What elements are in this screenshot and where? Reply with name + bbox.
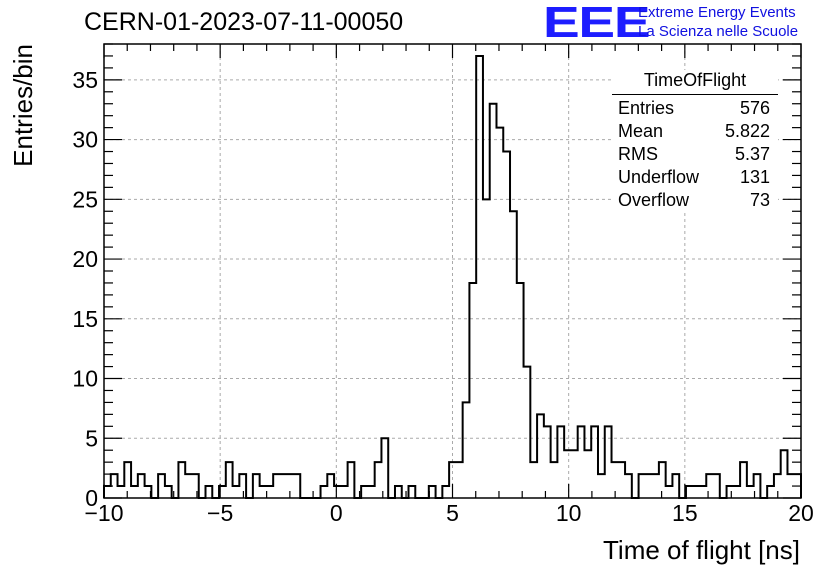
stats-label: Entries xyxy=(618,98,675,118)
stats-row: Overflow 73 xyxy=(612,189,778,212)
x-tick-label: −5 xyxy=(207,500,233,526)
chart-title: CERN-01-2023-07-11-00050 xyxy=(84,8,404,36)
stats-label: RMS xyxy=(618,144,658,164)
x-tick-label: 5 xyxy=(446,500,459,526)
y-axis-title: Entries/bin xyxy=(8,44,38,167)
y-tick-label: 20 xyxy=(72,246,98,272)
y-tick-label: 35 xyxy=(72,67,98,93)
eee-logo-mark: EEE xyxy=(543,0,651,47)
logo-line-1: Extreme Energy Events xyxy=(638,4,796,21)
y-tick-label: 25 xyxy=(72,186,98,212)
stats-box: TimeOfFlight Entries 576 Mean 5.822 RMS 5.37 U… xyxy=(612,70,778,212)
stats-value: 73 xyxy=(749,190,770,210)
x-tick-label: 15 xyxy=(672,500,698,526)
x-tick-label: 0 xyxy=(330,500,343,526)
eee-logo-text: Extreme Energy Events La Scienza nelle S… xyxy=(638,3,798,41)
stats-row: Underflow 131 xyxy=(612,166,778,189)
stats-label: Mean xyxy=(618,121,664,141)
stats-value: 131 xyxy=(739,167,770,187)
y-tick-label: 10 xyxy=(72,366,98,392)
y-tick-label: 15 xyxy=(72,306,98,332)
histogram-line xyxy=(103,54,802,499)
stats-box-title: TimeOfFlight xyxy=(612,70,778,95)
grid-lines xyxy=(104,44,801,498)
stats-value: 576 xyxy=(739,98,770,118)
y-tick-label: 5 xyxy=(85,425,98,451)
x-axis-title: Time of flight [ns] xyxy=(603,535,800,565)
stats-value: 5.822 xyxy=(724,121,770,141)
x-tick-label: 20 xyxy=(788,500,814,526)
stats-row: Mean 5.822 xyxy=(612,120,778,143)
stats-label: Overflow xyxy=(618,190,690,210)
x-tick-label: −10 xyxy=(84,500,123,526)
x-tick-label: 10 xyxy=(556,500,582,526)
y-tick-labels: 0 5 10 15 20 25 30 35 xyxy=(72,67,98,511)
stats-row: Entries 576 xyxy=(612,97,778,120)
logo-line-2: La Scienza nelle Scuole xyxy=(638,23,799,40)
y-tick-label: 0 xyxy=(85,485,98,511)
stats-value: 5.37 xyxy=(734,144,770,164)
stats-row: RMS 5.37 xyxy=(612,143,778,166)
y-tick-label: 30 xyxy=(72,127,98,153)
x-tick-labels: −10 −5 0 5 10 15 20 xyxy=(84,500,813,526)
stats-label: Underflow xyxy=(618,167,700,187)
axis-ticks xyxy=(103,43,802,499)
